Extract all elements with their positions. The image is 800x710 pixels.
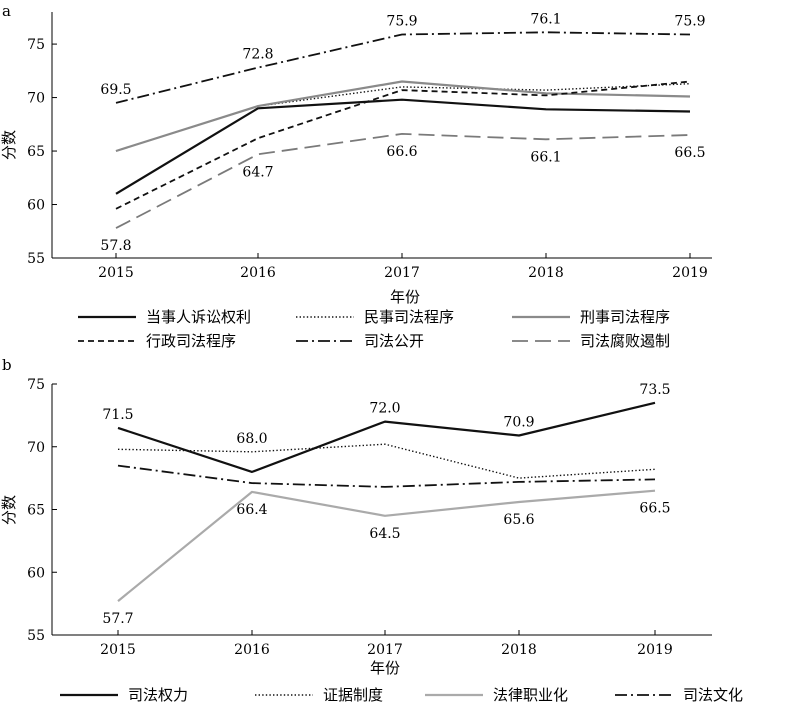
- x-tick-label: 2015: [100, 642, 136, 658]
- x-tick-label: 2019: [637, 642, 673, 658]
- y-tick-label: 75: [27, 37, 45, 53]
- data-label: 66.5: [639, 501, 670, 517]
- data-label: 71.5: [102, 407, 133, 423]
- series-line: [115, 31, 691, 104]
- x-tick-label: 2016: [240, 265, 276, 281]
- panel-a-xlabel: 年份: [390, 288, 420, 306]
- y-tick-label: 65: [27, 144, 45, 160]
- series-line: [115, 98, 691, 195]
- y-tick-label: 55: [27, 628, 45, 644]
- legend-entry: 司法腐败遏制: [580, 332, 670, 350]
- series-line: [117, 464, 656, 488]
- data-label: 65.6: [503, 512, 534, 528]
- y-tick-label: 65: [27, 503, 45, 519]
- series-line: [117, 443, 656, 479]
- data-label: 66.4: [236, 502, 267, 518]
- panel-b-ylabel: 分数: [0, 495, 18, 525]
- data-label: 70.9: [503, 414, 534, 430]
- legend-entry: 司法权力: [128, 686, 188, 704]
- x-tick-label: 2017: [384, 265, 420, 281]
- legend-entry: 当事人诉讼权利: [146, 308, 251, 326]
- legend-entry: 刑事司法程序: [580, 308, 670, 326]
- y-tick-label: 70: [27, 91, 45, 107]
- series-line: [117, 489, 656, 602]
- panel-a-ylabel: 分数: [0, 130, 18, 160]
- legend-entry: 司法文化: [683, 686, 743, 704]
- x-tick-label: 2017: [367, 642, 403, 658]
- panel-a: a 分数 年份 55 60 65 70 75 2015 2016 2017 2018 2019 69…: [0, 2, 712, 350]
- data-label: 69.5: [100, 82, 131, 98]
- legend-entry: 行政司法程序: [146, 332, 236, 350]
- panel-b: b 分数 年份 55 60 65 70 75 2015 2016 2017 2018 2019 71…: [0, 356, 743, 704]
- data-label: 72.8: [242, 47, 273, 63]
- legend-entry: 司法公开: [364, 332, 424, 350]
- legend-entry: 法律职业化: [493, 686, 568, 704]
- series-line: [117, 401, 656, 473]
- y-tick-label: 55: [27, 251, 45, 267]
- data-label: 76.1: [530, 11, 561, 27]
- x-tick-label: 2018: [501, 642, 537, 658]
- data-label: 57.8: [100, 238, 131, 254]
- panel-b-tag: b: [2, 356, 12, 374]
- data-label: 72.0: [369, 401, 400, 417]
- data-label: 75.9: [674, 13, 705, 29]
- y-tick-label: 60: [27, 565, 45, 581]
- y-tick-label: 75: [27, 377, 45, 393]
- data-label: 64.7: [242, 164, 273, 180]
- x-tick-label: 2019: [672, 265, 708, 281]
- data-label: 66.1: [530, 149, 561, 165]
- x-tick-label: 2018: [528, 265, 564, 281]
- y-tick-label: 70: [27, 440, 45, 456]
- series-line: [115, 80, 691, 153]
- data-label: 73.5: [639, 382, 670, 398]
- x-tick-label: 2015: [98, 265, 134, 281]
- panel-a-tag: a: [2, 2, 11, 20]
- data-label: 64.5: [369, 526, 400, 542]
- legend-entry: 证据制度: [323, 686, 383, 704]
- panel-b-xlabel: 年份: [370, 659, 400, 677]
- legend-entry: 民事司法程序: [364, 308, 454, 326]
- series-line: [115, 132, 691, 229]
- series-line: [115, 83, 691, 152]
- data-label: 68.0: [236, 431, 267, 447]
- data-label: 66.6: [386, 144, 417, 160]
- data-label: 66.5: [674, 145, 705, 161]
- y-tick-label: 60: [27, 198, 45, 214]
- x-tick-label: 2016: [234, 642, 270, 658]
- series-line: [115, 80, 691, 210]
- data-label: 75.9: [386, 13, 417, 29]
- data-label: 57.7: [102, 611, 133, 627]
